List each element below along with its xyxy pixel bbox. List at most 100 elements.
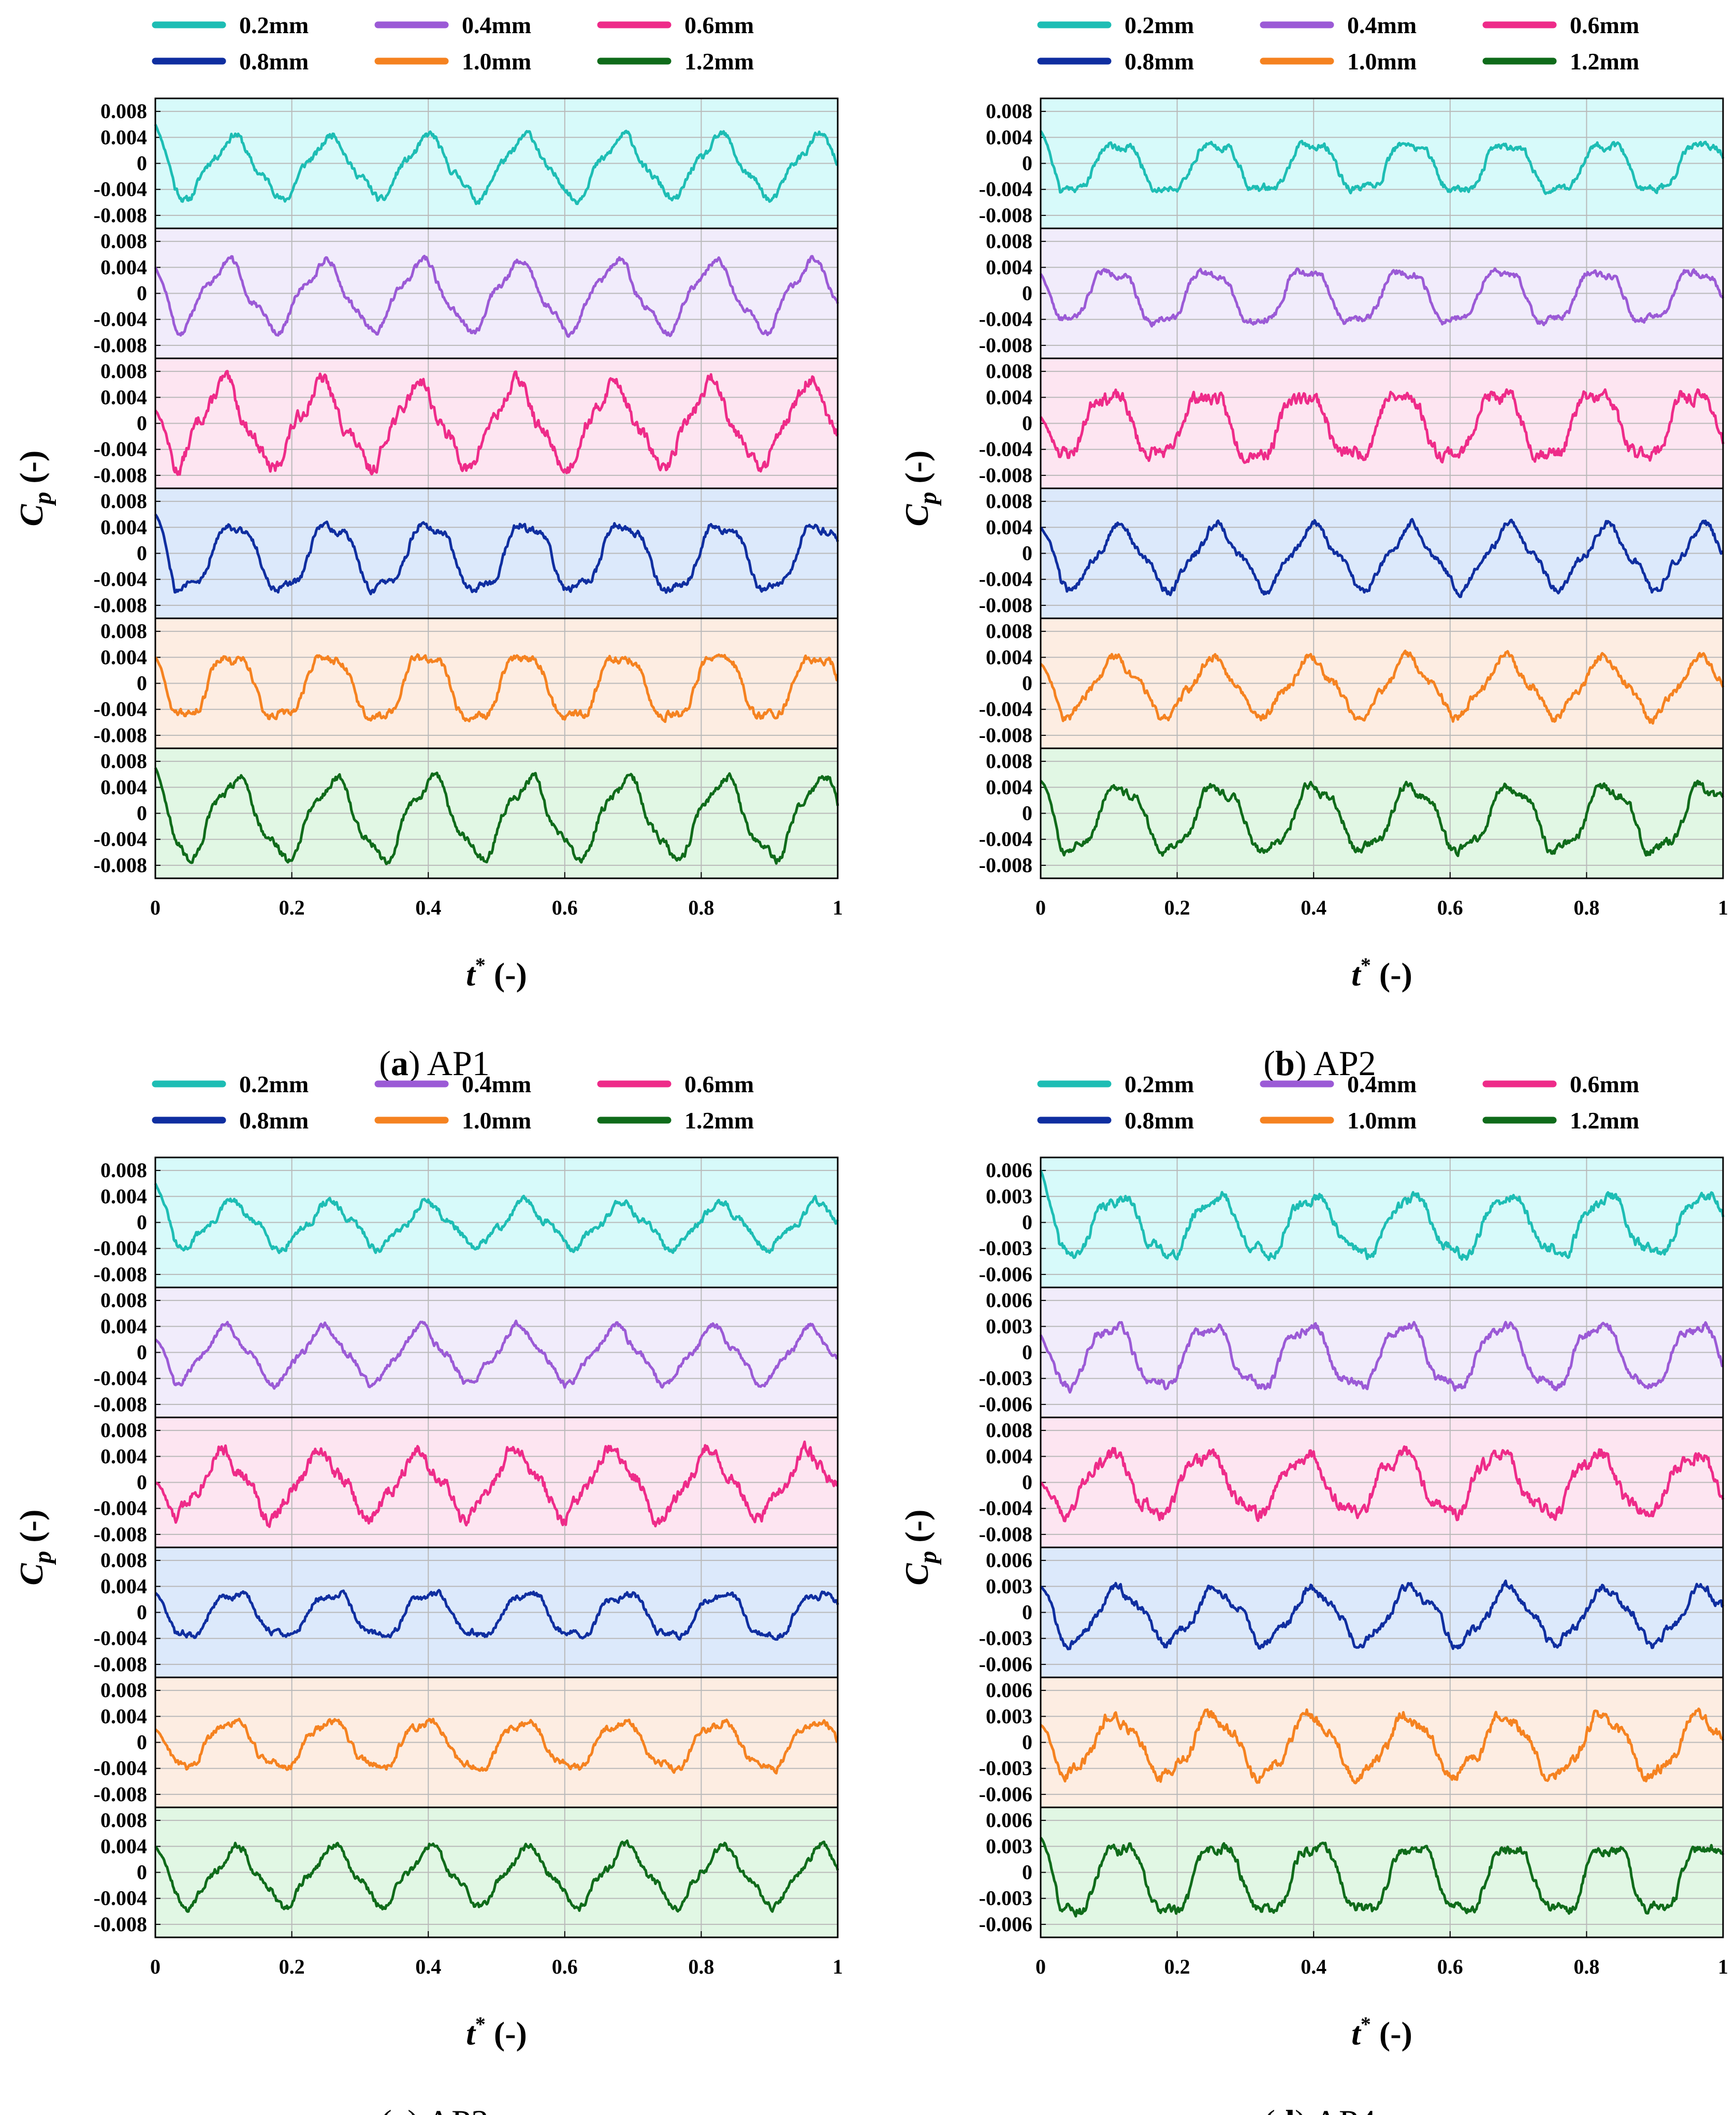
y-tick-label: -0.008: [979, 204, 1032, 227]
legend-label: 0.6mm: [684, 12, 754, 38]
y-tick-label: -0.003: [979, 1887, 1032, 1910]
y-tick-label: 0.008: [100, 1678, 147, 1702]
x-tick-label: 1: [1718, 896, 1728, 919]
y-tick-label: 0: [137, 282, 147, 305]
legend-label: 0.6mm: [684, 1071, 754, 1097]
y-tick-label: -0.004: [94, 568, 147, 591]
y-tick-label: -0.008: [94, 1393, 147, 1416]
series-line-1.0mm: [154, 653, 838, 723]
legend-label: 0.8mm: [239, 1107, 309, 1134]
legend-label: 0.6mm: [1570, 1071, 1639, 1097]
y-tick-label: 0.004: [100, 255, 147, 279]
y-tick-label: 0: [137, 1471, 147, 1494]
y-tick-label: 0.004: [100, 1184, 147, 1208]
x-tick-label: 0.8: [1573, 896, 1599, 919]
panel-frame: [1040, 747, 1724, 879]
y-tick-label: 0: [137, 1601, 147, 1624]
y-tick-label: 0.008: [986, 99, 1032, 123]
series-line-0.2mm: [1039, 1170, 1725, 1262]
series-line-1.0mm: [154, 1717, 839, 1775]
y-tick-label: 0.008: [100, 1158, 147, 1182]
legend-label: 1.0mm: [1347, 1107, 1417, 1134]
x-tick-label: 0.6: [552, 1955, 578, 1978]
legend-label: 1.0mm: [1347, 48, 1417, 75]
y-tick-label: 0: [1022, 412, 1032, 435]
y-tick-label: 0.008: [100, 619, 147, 643]
y-tick-label: 0.006: [986, 1158, 1032, 1182]
y-tick-label: 0.004: [986, 1444, 1032, 1468]
y-tick-label: 0: [1022, 1861, 1032, 1884]
y-tick-label: 0.008: [986, 1418, 1032, 1442]
series-line-1.2mm: [154, 767, 839, 865]
y-tick-label: 0: [1022, 282, 1032, 305]
y-tick-label: -0.008: [979, 1523, 1032, 1546]
y-tick-label: -0.004: [94, 698, 147, 721]
series-line-0.2mm: [154, 1183, 839, 1254]
series-line-0.2mm: [154, 124, 838, 206]
legend-label: 0.4mm: [462, 1071, 531, 1097]
y-tick-label: 0.004: [986, 125, 1032, 149]
x-tick-label: 0.4: [1301, 1955, 1326, 1978]
x-tick-label: 0.8: [688, 1955, 714, 1978]
y-tick-label: 0.006: [986, 1808, 1032, 1832]
legend-label: 1.2mm: [684, 1107, 754, 1134]
y-tick-label: 0.008: [100, 229, 147, 253]
y-tick-label: 0.004: [100, 1574, 147, 1598]
y-tick-label: -0.008: [979, 723, 1032, 747]
x-axis-title: t* (-): [466, 2012, 527, 2052]
y-tick-label: 0: [1022, 1341, 1032, 1364]
y-tick-label: -0.008: [979, 463, 1032, 487]
x-axis-title: t* (-): [466, 953, 527, 993]
y-tick-label: 0.003: [986, 1574, 1032, 1598]
x-tick-label: 0.2: [1164, 1955, 1190, 1978]
series-line-0.6mm: [154, 370, 839, 476]
y-tick-label: -0.004: [979, 178, 1032, 201]
y-tick-label: 0: [1022, 542, 1032, 565]
x-tick-label: 0: [150, 1955, 161, 1978]
y-axis-title: Cp (-): [898, 1510, 942, 1586]
y-tick-label: -0.008: [979, 593, 1032, 617]
y-tick-label: 0.004: [100, 385, 147, 409]
y-tick-label: -0.008: [94, 723, 147, 747]
y-tick-label: -0.004: [94, 438, 147, 461]
series-line-0.6mm: [1039, 388, 1725, 464]
y-tick-label: -0.008: [94, 1783, 147, 1806]
y-tick-label: 0.004: [100, 125, 147, 149]
x-tick-label: 0: [150, 896, 161, 919]
legend-label: 0.6mm: [1570, 12, 1639, 38]
series-line-0.4mm: [154, 1320, 839, 1390]
y-axis-title: Cp (-): [13, 1510, 56, 1586]
y-tick-label: 0.008: [986, 749, 1032, 773]
y-tick-label: -0.004: [94, 1627, 147, 1650]
y-tick-label: 0.004: [100, 645, 147, 669]
legend-label: 0.8mm: [239, 48, 309, 75]
legend-label: 0.8mm: [1125, 1107, 1194, 1134]
x-tick-label: 0.6: [552, 896, 578, 919]
x-tick-label: 0: [1035, 1955, 1046, 1978]
y-tick-label: 0: [1022, 1601, 1032, 1624]
caption: (a) AP1: [379, 1044, 489, 1083]
y-tick-label: 0: [137, 1211, 147, 1234]
y-tick-label: 0.003: [986, 1704, 1032, 1728]
y-tick-label: -0.004: [94, 1237, 147, 1260]
y-tick-label: -0.006: [979, 1393, 1032, 1416]
legend-label: 1.0mm: [462, 48, 531, 75]
y-tick-label: 0.008: [100, 359, 147, 383]
y-tick-label: -0.006: [979, 1913, 1032, 1936]
legend-label: 0.8mm: [1125, 48, 1194, 75]
series-line-1.2mm: [154, 1839, 839, 1913]
x-tick-label: 0.4: [1301, 896, 1326, 919]
x-tick-label: 0.8: [1573, 1955, 1599, 1978]
y-tick-label: -0.004: [979, 308, 1032, 331]
x-tick-label: 0.4: [415, 896, 441, 919]
y-tick-label: 0.006: [986, 1678, 1032, 1702]
y-tick-label: 0.004: [100, 1444, 147, 1468]
y-tick-label: -0.004: [94, 1367, 147, 1390]
series-line-0.2mm: [1039, 130, 1725, 195]
legend-label: 0.4mm: [1347, 12, 1417, 38]
y-tick-label: -0.006: [979, 1263, 1032, 1286]
panel-frame: [154, 747, 839, 879]
y-tick-label: 0.004: [986, 385, 1032, 409]
